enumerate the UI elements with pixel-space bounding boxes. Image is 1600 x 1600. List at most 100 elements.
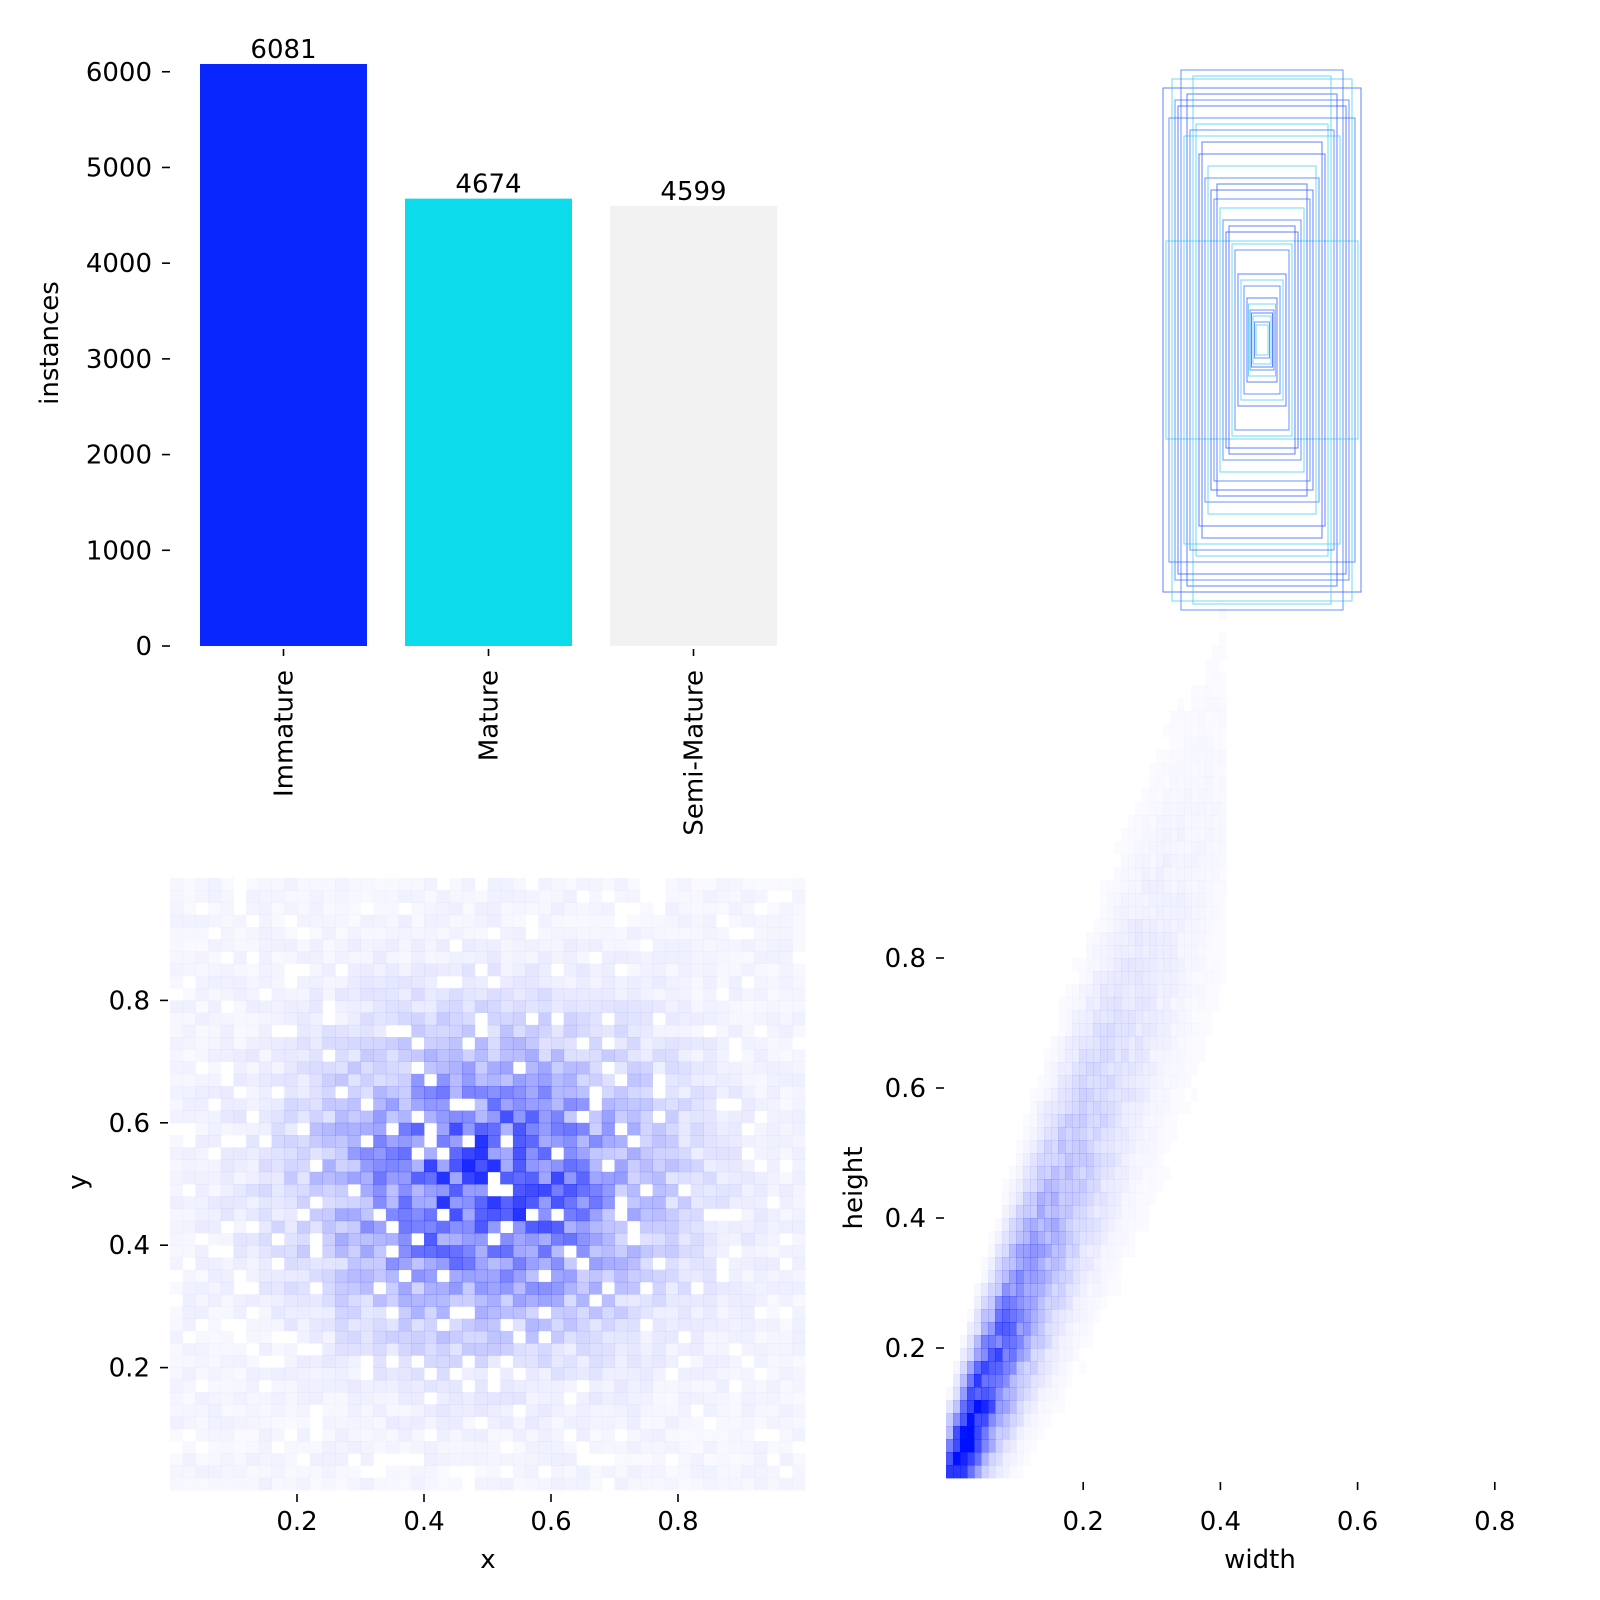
- heatmap-cell: [716, 1061, 730, 1075]
- heatmap-cell: [284, 1392, 298, 1405]
- heatmap-cell: [398, 1281, 412, 1295]
- heatmap-cell: [170, 1319, 183, 1332]
- heatmap-cell: [1079, 1218, 1087, 1232]
- heatmap-cell: [360, 988, 374, 1001]
- heatmap-cell: [729, 964, 742, 977]
- heatmap-cell: [525, 939, 539, 952]
- heatmap-cell: [411, 1000, 425, 1014]
- heatmap-cell: [653, 1478, 666, 1491]
- heatmap-cell: [678, 902, 692, 916]
- heatmap-cell: [234, 1478, 247, 1491]
- heatmap-cell: [639, 1330, 653, 1344]
- heatmap-cell: [1184, 776, 1191, 789]
- heatmap-cell: [411, 878, 424, 891]
- heatmap-cell: [960, 1374, 968, 1388]
- heatmap-cell: [436, 914, 450, 928]
- heatmap-cell: [1037, 1088, 1044, 1101]
- heatmap-cell: [639, 1049, 653, 1062]
- heatmap-cell: [1023, 1348, 1031, 1362]
- heatmap-cell: [1156, 1127, 1163, 1140]
- heatmap-cell: [246, 964, 259, 977]
- heatmap-cell: [538, 914, 552, 928]
- heatmap-cell: [208, 988, 221, 1001]
- heatmap-cell: [335, 1379, 349, 1393]
- heatmap-cell: [1107, 1101, 1115, 1115]
- box-outline: [1186, 93, 1338, 587]
- heatmap-cell: [1149, 1062, 1157, 1076]
- heatmap-cell: [1093, 945, 1101, 959]
- heatmap-cell: [716, 1343, 730, 1356]
- heatmap-cell: [386, 890, 399, 903]
- heatmap-cell: [1163, 971, 1171, 985]
- heatmap-cell: [1184, 802, 1192, 816]
- heatmap-cell: [563, 1122, 577, 1136]
- heatmap-cell: [474, 902, 488, 916]
- heatmap-cell: [1002, 1322, 1010, 1336]
- heatmap-cell: [1142, 919, 1150, 933]
- heatmap-cell: [284, 1049, 298, 1062]
- heatmap-cell: [1030, 1348, 1038, 1362]
- heatmap-cell: [1065, 1192, 1073, 1206]
- heatmap-cell: [563, 988, 577, 1001]
- heatmap-cell: [1135, 919, 1143, 933]
- heatmap-cell: [563, 1294, 577, 1307]
- heatmap-cell: [170, 1416, 184, 1430]
- heatmap-cell: [424, 890, 437, 903]
- heatmap-cell: [1121, 867, 1128, 880]
- heatmap-cell: [1170, 1114, 1177, 1127]
- heatmap-cell: [1135, 1010, 1143, 1024]
- heatmap-cell: [1184, 750, 1191, 763]
- heatmap-cell: [1177, 698, 1184, 711]
- heatmap-cell: [1023, 1322, 1031, 1336]
- heatmap-cell: [373, 1000, 387, 1014]
- heatmap-cell: [170, 1073, 184, 1087]
- heatmap-cell: [335, 1281, 349, 1295]
- heatmap-cell: [1065, 1114, 1073, 1128]
- heatmap-cell: [436, 1232, 450, 1246]
- heatmap-cell: [678, 1294, 692, 1307]
- heatmap-cell: [182, 1000, 196, 1014]
- heatmap-cell: [1177, 880, 1185, 894]
- heatmap-cell: [1009, 1179, 1017, 1193]
- heatmap-cell: [690, 1098, 704, 1111]
- heatmap-cell: [1072, 1309, 1080, 1323]
- heatmap-cell: [360, 939, 374, 952]
- heatmap-cell: [742, 1000, 755, 1013]
- heatmap-cell: [284, 1245, 298, 1258]
- heatmap-cell: [1128, 1010, 1136, 1024]
- heatmap-cell: [1037, 1218, 1045, 1232]
- heatmap-cell: [563, 1220, 577, 1234]
- heatmap-cell: [995, 1270, 1003, 1284]
- x-tick-label: 0.6: [1337, 1507, 1378, 1537]
- heatmap-cell: [1191, 737, 1198, 750]
- heatmap-cell: [691, 1380, 704, 1393]
- heatmap-cell: [563, 1343, 577, 1356]
- heatmap-cell: [373, 1024, 387, 1038]
- heatmap-cell: [1044, 1231, 1052, 1245]
- box-outline: [1255, 324, 1269, 356]
- heatmap-cell: [322, 1429, 335, 1442]
- heatmap-cell: [1016, 1283, 1024, 1297]
- heatmap-cell: [385, 1318, 399, 1332]
- heatmap-cell: [576, 1477, 590, 1491]
- heatmap-cell: [716, 951, 729, 964]
- heatmap-cell: [424, 1343, 438, 1356]
- heatmap-cell: [614, 1232, 628, 1246]
- heatmap-cell: [754, 1196, 768, 1209]
- heatmap-cell: [297, 988, 311, 1001]
- heatmap-cell: [1142, 1218, 1149, 1231]
- heatmap-cell: [792, 1477, 806, 1491]
- heatmap-cell: [1072, 997, 1079, 1010]
- heatmap-cell: [195, 1000, 208, 1013]
- heatmap-cell: [487, 1196, 501, 1209]
- heatmap-cell: [974, 1361, 982, 1375]
- heatmap-cell: [1142, 1140, 1150, 1154]
- heatmap-cell: [1009, 1309, 1017, 1323]
- heatmap-cell: [424, 1379, 438, 1393]
- heatmap-cell: [1177, 945, 1185, 959]
- heatmap-cell: [1205, 776, 1212, 789]
- heatmap-cell: [1086, 1101, 1094, 1115]
- heatmap-cell: [754, 975, 768, 989]
- heatmap-cell: [385, 1294, 399, 1307]
- heatmap-cell: [1135, 1179, 1142, 1192]
